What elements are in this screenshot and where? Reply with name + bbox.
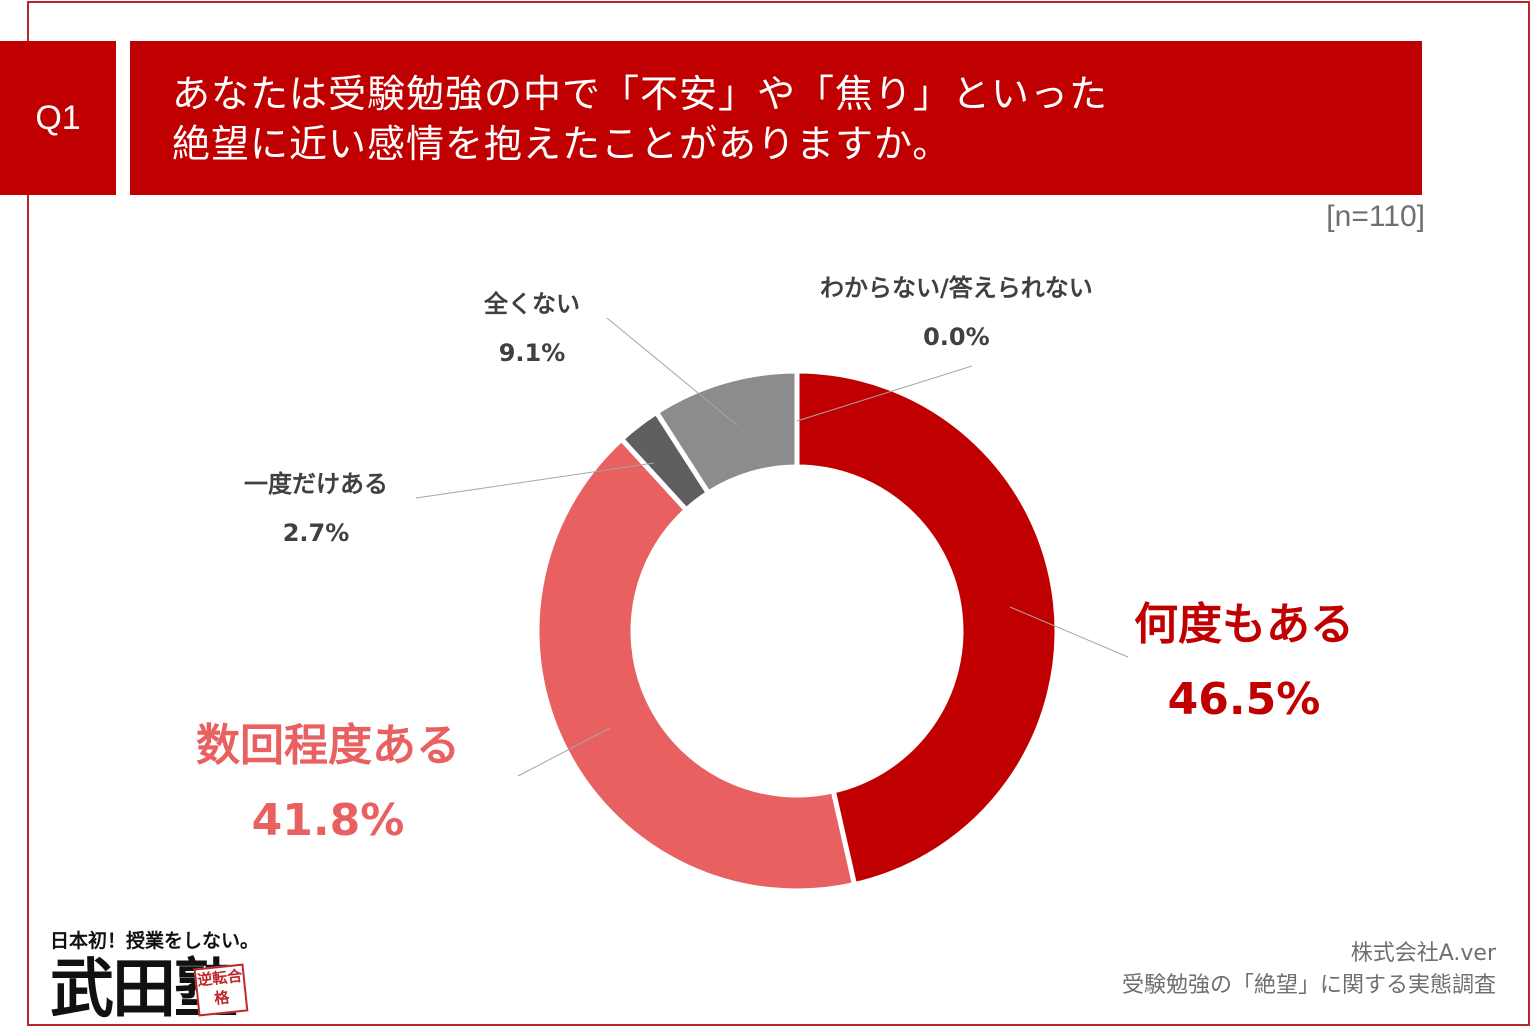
logo-tagline: 日本初！授業をしない。 xyxy=(50,930,260,952)
leader-line xyxy=(415,462,655,499)
label-many-times-name: 何度もある xyxy=(1134,599,1354,650)
label-once-value: 2.7% xyxy=(282,519,350,547)
leader-line xyxy=(517,727,611,777)
question-line-1: あなたは受験勉強の中で「不安」や「焦り」といった xyxy=(172,72,1109,116)
donut-slice xyxy=(517,435,858,894)
label-unknown: わからない/答えられない 0.0% xyxy=(820,268,1093,351)
leader-line xyxy=(606,317,738,426)
donut-slice xyxy=(606,317,800,497)
label-several-times-name: 数回程度ある xyxy=(196,720,460,771)
label-many-times: 何度もある 46.5% xyxy=(1134,588,1354,725)
label-many-times-value: 46.5% xyxy=(1167,674,1321,725)
question-badge: Q1 xyxy=(0,41,116,195)
label-unknown-value: 0.0% xyxy=(923,323,990,351)
donut-slice-path xyxy=(534,435,858,894)
label-several-times: 数回程度ある 41.8% xyxy=(196,709,460,846)
label-never: 全くない 9.1% xyxy=(484,284,580,367)
question-bar: あなたは受験勉強の中で「不安」や「焦り」といった 絶望に近い感情を抱えたことがあ… xyxy=(130,41,1422,195)
label-unknown-name: わからない/答えられない xyxy=(820,274,1093,302)
donut-slice xyxy=(796,365,973,422)
label-never-name: 全くない xyxy=(484,290,580,318)
source-company: 株式会社A.ver xyxy=(1350,941,1496,966)
sample-size-label: [n=110] xyxy=(1326,200,1425,233)
donut-slice-path xyxy=(794,368,1060,888)
label-once: 一度だけある 2.7% xyxy=(244,464,388,547)
logo-seal: 逆転合格 xyxy=(193,963,249,1017)
leader-line xyxy=(1009,606,1129,658)
donut-slice xyxy=(794,368,1129,888)
donut-slice-path xyxy=(652,368,800,497)
source-title: 受験勉強の「絶望」に関する実態調査 xyxy=(1121,973,1496,998)
question-line-2: 絶望に近い感情を抱えたことがありますか。 xyxy=(172,122,952,166)
label-several-times-value: 41.8% xyxy=(251,795,405,846)
label-never-value: 9.1% xyxy=(498,339,566,367)
source-credit: 株式会社A.ver 受験勉強の「絶望」に関する実態調査 xyxy=(1122,938,1496,1002)
slide-frame xyxy=(27,1,1530,1026)
brand-logo: 日本初！授業をしない。 武田塾 逆転合格 xyxy=(50,926,260,1025)
leader-line xyxy=(796,365,973,422)
label-once-name: 一度だけある xyxy=(244,470,388,498)
